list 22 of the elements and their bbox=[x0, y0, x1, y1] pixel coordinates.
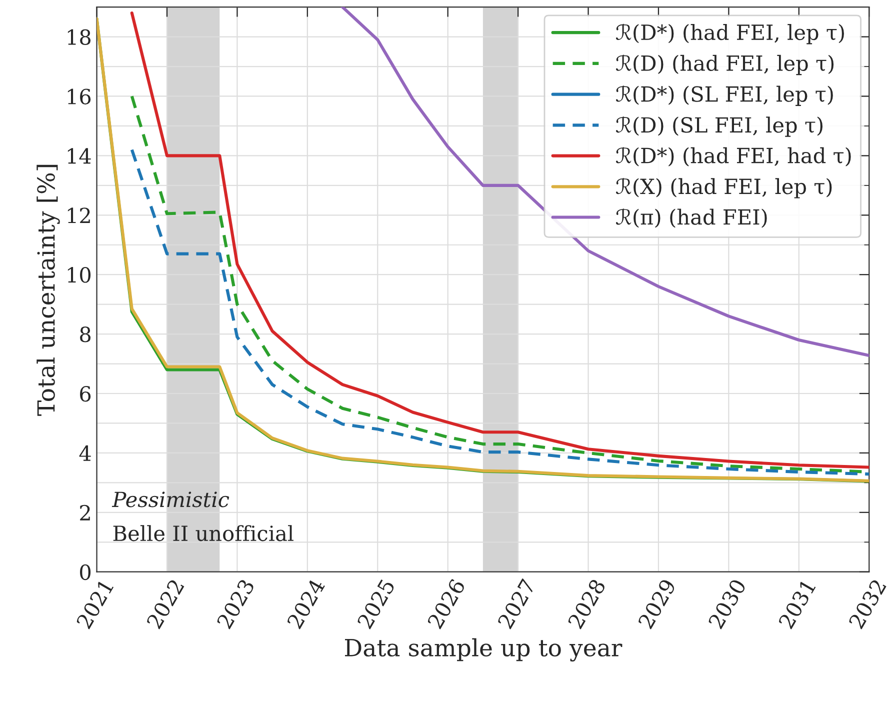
y-tick-label: 16 bbox=[68, 88, 91, 104]
y-tick-label: 18 bbox=[68, 29, 91, 45]
y-tick-label: 2 bbox=[80, 504, 90, 520]
annotation: Belle II unofficial bbox=[113, 525, 294, 542]
y-tick-label: 6 bbox=[80, 386, 91, 402]
legend-label: ℛ(D*) (had FEI, had τ) bbox=[616, 146, 851, 166]
legend-label: ℛ(D) (had FEI, lep τ) bbox=[616, 54, 834, 76]
y-tick-label: 12 bbox=[68, 208, 90, 224]
line-series bbox=[340, 7, 870, 357]
x-axis-title: Data sample up to year bbox=[344, 638, 622, 662]
legend-label: ℛ(D*) (SL FEI, lep τ) bbox=[616, 85, 833, 106]
y-tick-label: 10 bbox=[68, 267, 91, 283]
legend-label: ℛ(D) (SL FEI, lep τ) bbox=[616, 116, 822, 137]
annotation: Pessimistic bbox=[112, 492, 230, 508]
y-tick-label: 14 bbox=[68, 148, 91, 164]
y-tick-label: 8 bbox=[80, 326, 91, 342]
legend-label: ℛ(π) (had FEI) bbox=[616, 208, 767, 228]
y-axis-title: Total uncertainty [%] bbox=[36, 164, 60, 416]
y-tick-label: 4 bbox=[79, 445, 91, 461]
y-tick-label: 0 bbox=[80, 564, 91, 580]
legend-label: ℛ(X) (had FEI, lep τ) bbox=[616, 178, 832, 198]
legend-label: ℛ(D*) (had FEI, lep τ) bbox=[616, 24, 844, 44]
